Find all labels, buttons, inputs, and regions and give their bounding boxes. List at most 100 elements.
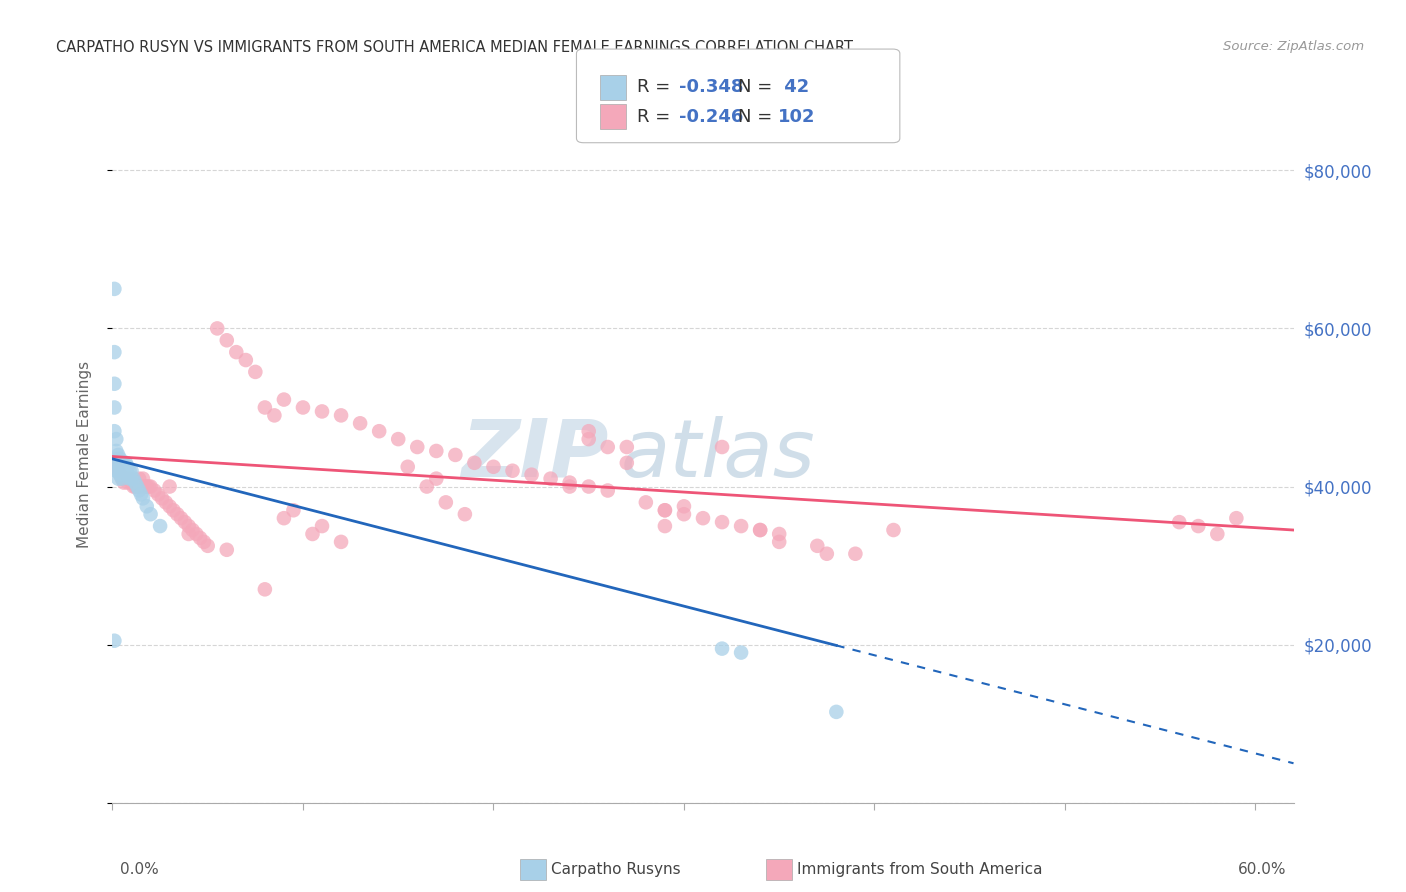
- Point: [117, 459, 139, 474]
- Text: Immigrants from South America: Immigrants from South America: [797, 863, 1043, 877]
- Point: [215, 333, 238, 347]
- Point: [166, 507, 188, 521]
- Point: [207, 321, 229, 335]
- Point: [124, 479, 146, 493]
- Point: [135, 500, 157, 514]
- Point: [330, 535, 353, 549]
- Point: [520, 467, 543, 482]
- Point: [558, 479, 581, 493]
- Text: Carpatho Rusyns: Carpatho Rusyns: [551, 863, 681, 877]
- Point: [105, 459, 128, 474]
- Point: [616, 440, 638, 454]
- Point: [128, 483, 150, 498]
- Point: [825, 705, 848, 719]
- Point: [105, 464, 128, 478]
- Point: [177, 527, 200, 541]
- Point: [121, 475, 143, 490]
- Text: R =: R =: [637, 108, 676, 126]
- Text: 0.0%: 0.0%: [120, 863, 159, 877]
- Point: [225, 345, 247, 359]
- Point: [263, 409, 285, 423]
- Point: [162, 503, 184, 517]
- Point: [122, 479, 145, 493]
- Point: [387, 432, 409, 446]
- Point: [103, 424, 125, 438]
- Point: [159, 479, 181, 493]
- Point: [112, 475, 135, 490]
- Point: [768, 527, 790, 541]
- Point: [111, 472, 134, 486]
- Point: [134, 479, 156, 493]
- Point: [578, 432, 600, 446]
- Point: [150, 491, 173, 506]
- Text: 102: 102: [778, 108, 815, 126]
- Point: [108, 467, 131, 482]
- Point: [129, 487, 152, 501]
- Point: [349, 417, 371, 431]
- Point: [114, 464, 136, 478]
- Point: [197, 539, 219, 553]
- Point: [291, 401, 314, 415]
- Text: N =: N =: [738, 108, 778, 126]
- Point: [105, 451, 128, 466]
- Point: [1206, 527, 1229, 541]
- Point: [148, 487, 170, 501]
- Point: [654, 503, 676, 517]
- Point: [558, 475, 581, 490]
- Point: [711, 440, 734, 454]
- Point: [245, 365, 267, 379]
- Point: [103, 633, 125, 648]
- Point: [654, 503, 676, 517]
- Point: [330, 409, 353, 423]
- Text: ZIP: ZIP: [461, 416, 609, 494]
- Point: [159, 500, 181, 514]
- Point: [108, 459, 131, 474]
- Point: [118, 472, 141, 486]
- Point: [118, 464, 141, 478]
- Point: [107, 472, 129, 486]
- Point: [132, 491, 155, 506]
- Text: N =: N =: [738, 78, 778, 96]
- Point: [253, 582, 276, 597]
- Point: [283, 503, 305, 517]
- Point: [311, 519, 333, 533]
- Point: [596, 483, 619, 498]
- Point: [749, 523, 772, 537]
- Point: [108, 451, 131, 466]
- Y-axis label: Median Female Earnings: Median Female Earnings: [77, 361, 91, 549]
- Point: [634, 495, 657, 509]
- Point: [118, 472, 141, 486]
- Point: [111, 464, 134, 478]
- Point: [173, 515, 195, 529]
- Point: [138, 479, 160, 493]
- Point: [482, 459, 505, 474]
- Point: [135, 479, 157, 493]
- Point: [121, 472, 143, 486]
- Point: [806, 539, 828, 553]
- Text: atlas: atlas: [620, 416, 815, 494]
- Point: [502, 464, 524, 478]
- Point: [654, 519, 676, 533]
- Point: [463, 456, 485, 470]
- Point: [882, 523, 904, 537]
- Point: [103, 345, 125, 359]
- Point: [188, 531, 211, 545]
- Point: [139, 507, 162, 521]
- Point: [193, 535, 215, 549]
- Point: [111, 456, 134, 470]
- Point: [301, 527, 323, 541]
- Point: [540, 472, 562, 486]
- Point: [444, 448, 467, 462]
- Point: [107, 464, 129, 478]
- Text: Source: ZipAtlas.com: Source: ZipAtlas.com: [1223, 40, 1364, 54]
- Point: [132, 472, 155, 486]
- Point: [616, 456, 638, 470]
- Point: [117, 467, 139, 482]
- Point: [143, 483, 166, 498]
- Point: [105, 432, 128, 446]
- Point: [1168, 515, 1191, 529]
- Point: [128, 472, 150, 486]
- Point: [127, 479, 149, 493]
- Point: [111, 472, 134, 486]
- Point: [124, 475, 146, 490]
